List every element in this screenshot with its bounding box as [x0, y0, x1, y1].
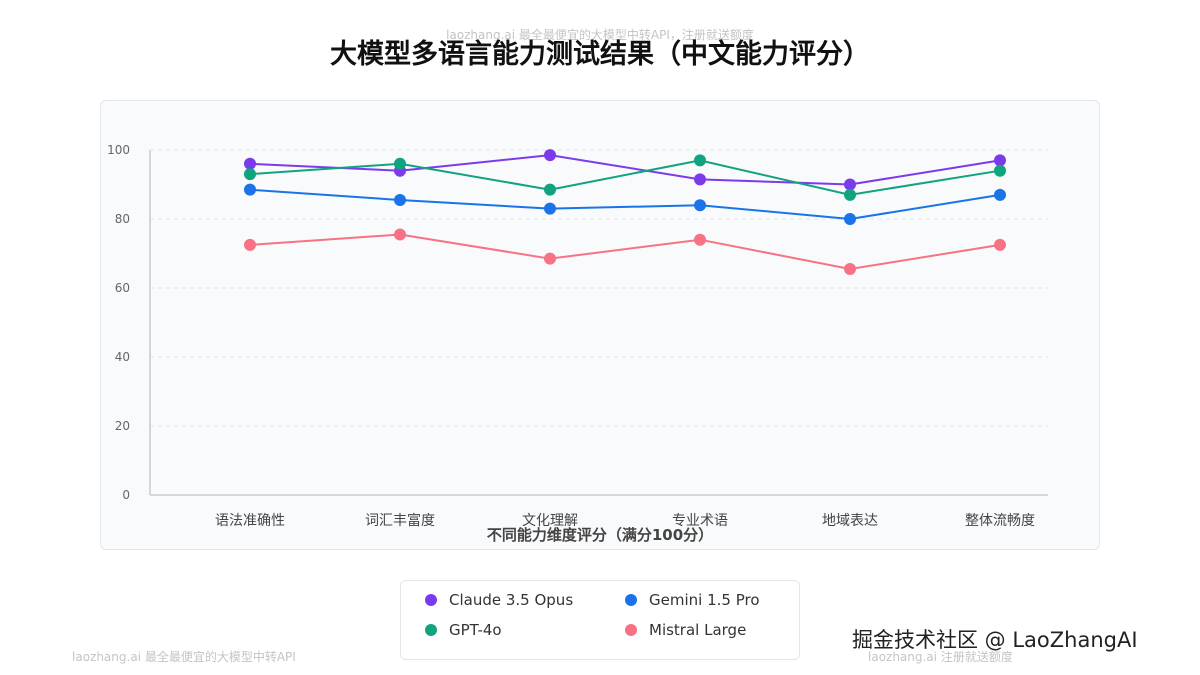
legend-item-claude[interactable]: Claude 3.5 Opus — [425, 591, 573, 609]
data-point — [544, 202, 556, 215]
data-point — [544, 149, 556, 162]
data-point — [844, 178, 856, 191]
y-tick-label: 40 — [115, 350, 130, 364]
x-tick-label: 词汇丰富度 — [365, 512, 435, 529]
data-point — [844, 263, 856, 276]
data-point — [694, 173, 706, 186]
watermark-top: laozhang.ai 最全最便宜的大模型中转API，注册就送额度 — [446, 28, 754, 42]
data-point — [394, 157, 406, 170]
legend-label: Gemini 1.5 Pro — [649, 591, 760, 609]
chart-title: 大模型多语言能力测试结果（中文能力评分） — [330, 39, 870, 70]
y-tick-label: 100 — [107, 143, 130, 157]
x-tick-label: 专业术语 — [672, 513, 728, 529]
data-point — [994, 164, 1006, 177]
x-tick-label: 整体流畅度 — [965, 513, 1035, 529]
data-point — [694, 233, 706, 246]
legend-item-gpt4o[interactable]: GPT-4o — [425, 621, 502, 639]
legend-marker — [625, 624, 637, 636]
data-point — [694, 199, 706, 212]
data-point — [394, 228, 406, 241]
watermark-bottom-left: laozhang.ai 最全最便宜的大模型中转API — [72, 650, 296, 664]
data-point — [994, 154, 1006, 167]
data-point — [844, 213, 856, 225]
legend-label: Mistral Large — [649, 621, 747, 639]
brand-signature: 掘金技术社区 @ LaoZhangAI — [852, 628, 1138, 652]
legend-item-gemini[interactable]: Gemini 1.5 Pro — [625, 591, 760, 609]
legend-marker — [425, 624, 437, 636]
data-point — [244, 238, 256, 251]
legend-marker — [425, 594, 437, 606]
series-line — [249, 188, 1001, 221]
series-line — [249, 233, 1001, 271]
chart-card — [100, 100, 1100, 550]
legend-label: Claude 3.5 Opus — [449, 591, 574, 609]
data-point — [394, 194, 406, 207]
legend: Claude 3.5 Opus Gemini 1.5 Pro GPT-4o Mi… — [400, 580, 800, 660]
data-point — [844, 188, 856, 201]
y-tick-label: 20 — [115, 419, 130, 433]
x-tick-label: 文化理解 — [522, 513, 578, 529]
watermark-bottom-right: laozhang.ai 注册就送额度 — [868, 650, 1013, 664]
legend-marker — [625, 594, 637, 606]
data-point — [244, 157, 256, 170]
series-line — [249, 154, 1001, 186]
y-tick-label: 80 — [115, 212, 130, 226]
x-tick-label: 语法准确性 — [215, 513, 285, 529]
x-tick-label: 地域表达 — [822, 513, 878, 529]
data-point — [994, 238, 1006, 251]
data-point — [994, 188, 1006, 201]
series-line — [249, 159, 1001, 196]
data-point — [694, 154, 706, 167]
y-tick-label: 60 — [115, 281, 130, 295]
data-point — [544, 183, 556, 196]
y-tick-label: 0 — [122, 488, 130, 502]
x-axis-title: 不同能力维度评分（满分100分） — [487, 526, 713, 544]
data-point — [544, 252, 556, 265]
legend-item-mistral[interactable]: Mistral Large — [625, 621, 746, 639]
data-point — [244, 168, 256, 181]
data-point — [244, 183, 256, 196]
legend-label: GPT-4o — [449, 621, 502, 639]
